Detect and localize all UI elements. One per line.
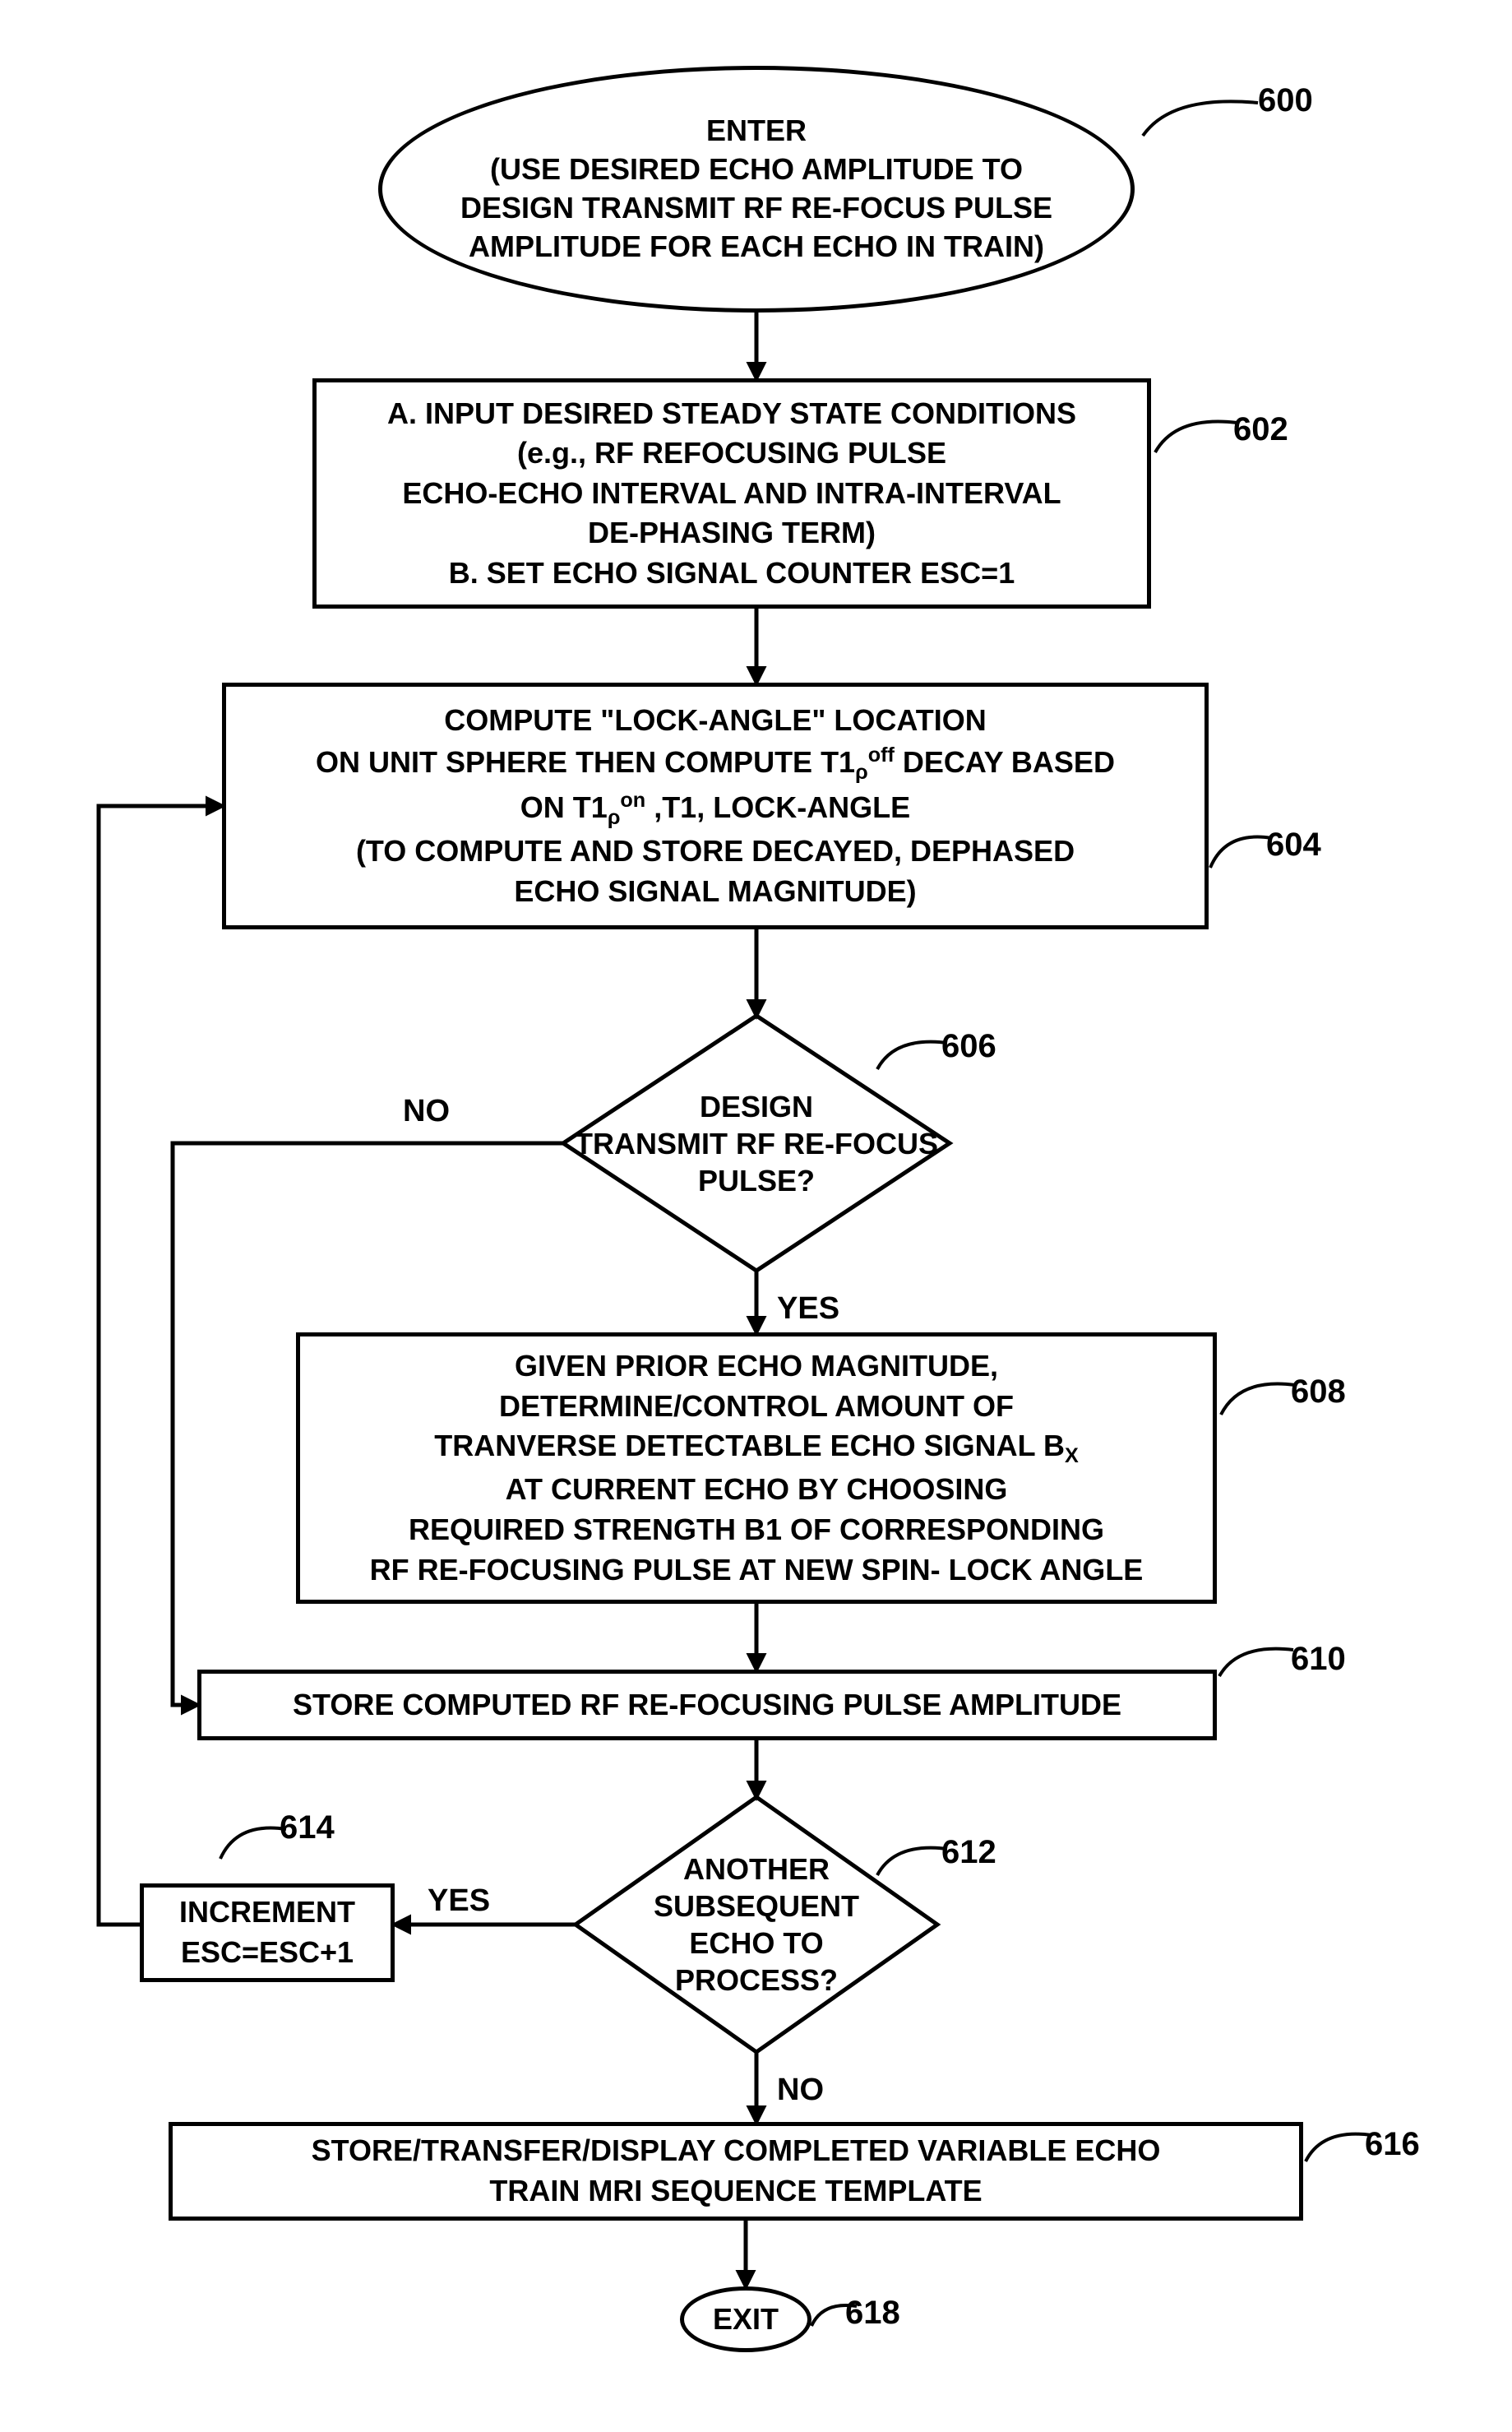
ref-label: 604 [1266,827,1321,864]
ref-hook [1155,422,1237,453]
process-n602: A. INPUT DESIRED STEADY STATE CONDITIONS… [312,378,1151,609]
process-n616: STORE/TRANSFER/DISPLAY COMPLETED VARIABL… [169,2122,1303,2221]
edge-label: YES [428,1883,490,1919]
ref-hook [220,1828,286,1860]
ref-label: 608 [1291,1374,1346,1411]
decision-text-n606: DESIGNTRANSMIT RF RE-FOCUSPULSE? [563,1016,950,1271]
ref-hook [1221,1384,1295,1415]
ref-hook [1143,101,1258,136]
process-n610: STORE COMPUTED RF RE-FOCUSING PULSE AMPL… [197,1670,1217,1740]
process-n604: COMPUTE "LOCK-ANGLE" LOCATIONON UNIT SPH… [222,683,1209,929]
decision-text-n612: ANOTHERSUBSEQUENTECHO TOPROCESS? [576,1797,937,2052]
ref-hook [1306,2134,1371,2161]
edge-label: YES [777,1291,839,1327]
terminator-n618: EXIT [680,2286,811,2352]
ref-label: 602 [1233,411,1288,448]
ref-label: 614 [280,1809,335,1846]
ref-hook [1210,837,1272,869]
process-n614: INCREMENTESC=ESC+1 [140,1883,395,1982]
ref-label: 606 [941,1028,996,1065]
ref-label: 618 [845,2295,900,2332]
ref-label: 616 [1365,2126,1420,2163]
terminator-n600: ENTER(USE DESIRED ECHO AMPLITUDE TODESIG… [378,66,1135,313]
ref-label: 612 [941,1834,996,1871]
edge-label: NO [403,1094,450,1129]
ref-label: 600 [1258,82,1313,119]
ref-label: 610 [1291,1641,1346,1678]
edge-n614-n604 [99,806,222,1925]
flowchart-canvas: ENTER(USE DESIRED ECHO AMPLITUDE TODESIG… [33,33,1479,2399]
ref-hook [1219,1649,1293,1676]
process-n608: GIVEN PRIOR ECHO MAGNITUDE,DETERMINE/CON… [296,1332,1217,1604]
edge-label: NO [777,2073,824,2108]
